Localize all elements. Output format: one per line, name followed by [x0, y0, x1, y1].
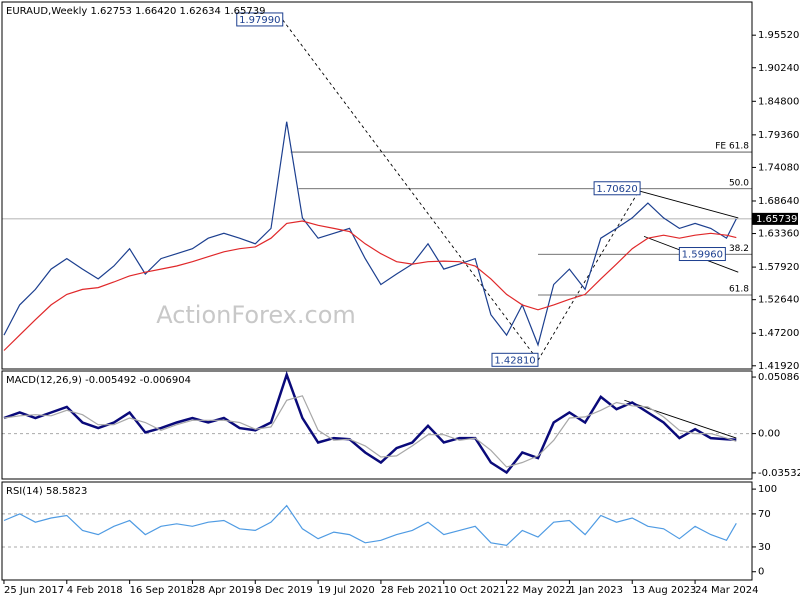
x-tick-label: 24 Mar 2024 [695, 585, 758, 596]
last-price-box [752, 212, 798, 225]
annotation-label: 1.97990 [239, 15, 280, 26]
series-line [3, 395, 737, 468]
trendline [638, 190, 739, 219]
panel-title: EURAUD,Weekly 1.62753 1.66420 1.62634 1.… [6, 6, 265, 17]
y-tick-label: 1.74080 [758, 162, 799, 173]
x-tick-label: 10 Oct 2021 [444, 585, 506, 596]
y-tick-label: 0 [758, 567, 764, 578]
trendline [282, 19, 539, 361]
annotation-label: 1.42810 [494, 355, 535, 366]
series-line [3, 370, 737, 475]
y-tick-label: 1.84800 [758, 96, 799, 107]
panel-frame [1, 481, 753, 581]
panel-frame [1, 1, 753, 370]
x-tick-label: 8 Dec 2019 [255, 585, 313, 596]
y-tick-label: 1.47200 [758, 328, 799, 339]
annotation-label: 1.70620 [596, 184, 637, 195]
y-tick-label: 70 [758, 509, 771, 520]
annotation-box [678, 247, 726, 262]
plot-area: FE 61.8 50.0 38.2 61.8 [2, 19, 752, 361]
y-tick-label: 1.90240 [758, 63, 799, 74]
x-tick-label: 22 May 2022 [507, 585, 572, 596]
panel-title: RSI(14) 58.5823 [6, 486, 87, 497]
series-line [3, 504, 737, 546]
y-tick-label: 0.00 [758, 429, 780, 440]
level-label: FE 61.8 [715, 142, 749, 152]
y-tick-label: 1.57920 [758, 262, 799, 273]
x-tick-label: 19 Jul 2020 [318, 585, 375, 596]
annotation-label: 1.59960 [682, 250, 723, 261]
x-tick-label: 13 Aug 2023 [632, 585, 696, 596]
y-tick-label: 1.95520 [758, 30, 799, 41]
x-tick-label: 25 Jun 2017 [4, 585, 64, 596]
y-tick-label: 0.050863 [758, 372, 800, 383]
y-tick-label: 1.79360 [758, 130, 799, 141]
series-line [3, 121, 737, 347]
y-tick-label: 100 [758, 484, 777, 495]
annotation-box [593, 181, 641, 196]
last-price-label: 1.65739 [756, 214, 797, 225]
y-tick-label: 30 [758, 542, 771, 553]
y-tick-label: 1.63360 [758, 229, 799, 240]
y-tick-label: 1.52640 [758, 295, 799, 306]
x-tick-label: 28 Feb 2021 [381, 585, 443, 596]
x-tick-label: 1 Jan 2023 [569, 585, 623, 596]
level-label: 50.0 [729, 178, 749, 188]
annotation-box [491, 352, 539, 367]
panel-title: MACD(12,26,9) -0.005492 -0.006904 [6, 375, 191, 386]
watermark: ActionForex.com [156, 301, 356, 329]
level-label: 61.8 [729, 284, 749, 294]
y-tick-label: 1.41920 [758, 361, 799, 372]
x-tick-label: 28 Apr 2019 [192, 585, 254, 596]
panel-frame [1, 370, 753, 480]
x-tick-label: 16 Sep 2018 [130, 585, 193, 596]
plot-area [2, 513, 752, 548]
y-tick-label: -0.035322 [758, 468, 800, 479]
series-line [3, 220, 737, 351]
x-tick-label: 4 Feb 2018 [67, 585, 123, 596]
level-label: 38.2 [729, 244, 749, 254]
y-tick-label: 1.68640 [758, 196, 799, 207]
annotation-box [236, 12, 284, 27]
